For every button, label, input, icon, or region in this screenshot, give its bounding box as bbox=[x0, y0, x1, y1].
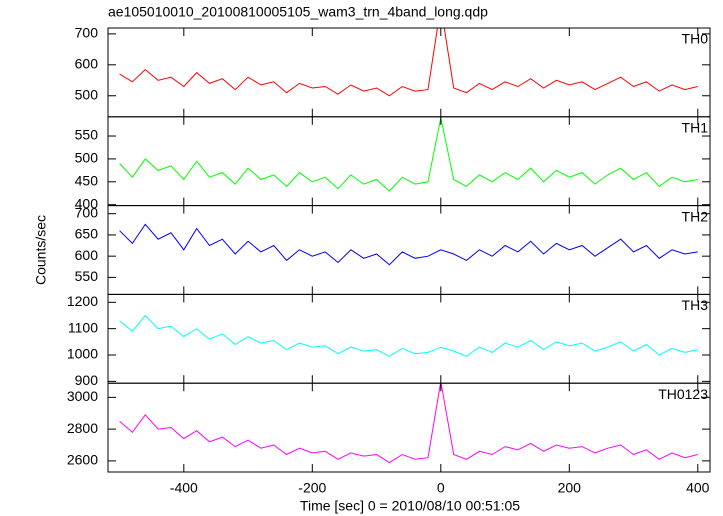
panel-label: TH2 bbox=[682, 208, 709, 224]
x-axis-label: Time [sec] 0 = 2010/08/10 00:51:05 bbox=[300, 498, 520, 514]
panel-label: TH0123 bbox=[658, 386, 708, 402]
y-axis-label: Counts/sec bbox=[33, 215, 49, 285]
panel-frame bbox=[107, 205, 711, 295]
panel-frame bbox=[107, 116, 711, 207]
data-line bbox=[119, 383, 698, 464]
y-tick-label: 2600 bbox=[67, 452, 98, 468]
data-line bbox=[119, 314, 698, 357]
panel-label: TH3 bbox=[682, 297, 709, 313]
y-tick-label: 550 bbox=[75, 268, 99, 284]
panel-frame bbox=[107, 382, 711, 473]
x-tick-label: 200 bbox=[558, 480, 582, 496]
y-tick-label: 1200 bbox=[67, 293, 98, 309]
y-tick-label: 900 bbox=[75, 372, 99, 388]
y-tick-label: 2800 bbox=[67, 420, 98, 436]
x-tick-label: -400 bbox=[170, 480, 198, 496]
data-line bbox=[119, 117, 698, 192]
panel-label: TH1 bbox=[682, 120, 709, 136]
y-tick-label: 700 bbox=[75, 204, 99, 220]
data-line bbox=[119, 223, 698, 266]
x-tick-label: -200 bbox=[298, 480, 326, 496]
y-tick-label: 550 bbox=[75, 127, 99, 143]
y-tick-label: 700 bbox=[75, 25, 99, 41]
panel-label: TH0 bbox=[682, 31, 709, 47]
y-tick-label: 500 bbox=[75, 150, 99, 166]
y-tick-label: 3000 bbox=[67, 388, 98, 404]
x-tick-label: 0 bbox=[437, 480, 445, 496]
y-tick-label: 650 bbox=[75, 226, 99, 242]
y-tick-label: 600 bbox=[75, 56, 99, 72]
chart-title: ae105010010_20100810005105_wam3_trn_4ban… bbox=[108, 4, 488, 20]
panel-frame bbox=[107, 293, 711, 384]
data-line bbox=[119, 28, 698, 97]
x-tick-label: 400 bbox=[686, 480, 710, 496]
y-tick-label: 1000 bbox=[67, 346, 98, 362]
panel-frame bbox=[107, 27, 711, 118]
y-tick-label: 600 bbox=[75, 247, 99, 263]
y-tick-label: 400 bbox=[75, 195, 99, 211]
y-tick-label: 450 bbox=[75, 173, 99, 189]
y-tick-label: 1100 bbox=[68, 319, 98, 335]
y-tick-label: 500 bbox=[75, 86, 99, 102]
